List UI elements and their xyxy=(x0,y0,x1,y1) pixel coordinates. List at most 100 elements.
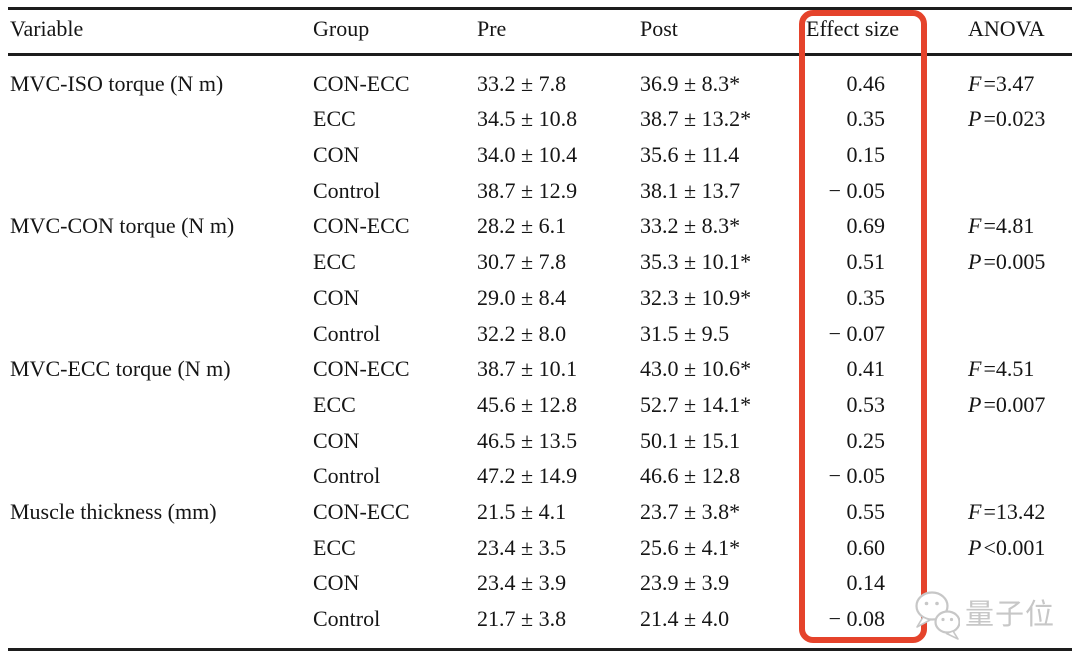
post-cell: 35.3 ± 10.1* xyxy=(640,249,752,275)
effect-size-cell: − 0.05 xyxy=(828,463,885,489)
effect-size-cell: 0.15 xyxy=(846,142,886,168)
anova-cell xyxy=(927,137,1072,173)
table-row: MVC-CON torque (N m) CON-ECC 28.2 ± 6.1 … xyxy=(8,208,1072,244)
pre-cell: 32.2 ± 8.0 xyxy=(477,320,567,346)
group-cell: CON xyxy=(313,142,360,168)
post-cell: 35.6 ± 11.4 xyxy=(640,142,740,168)
post-cell: 43.0 ± 10.6* xyxy=(640,356,752,382)
header-anova: ANOVA xyxy=(968,16,1045,41)
pre-cell: 38.7 ± 12.9 xyxy=(477,177,578,203)
pre-cell: 30.7 ± 7.8 xyxy=(477,249,567,275)
effect-size-cell: 0.55 xyxy=(846,498,886,524)
variable-cell xyxy=(8,565,310,601)
group-cell: CON-ECC xyxy=(313,498,410,524)
anova-f-value: =4.51 xyxy=(983,356,1035,382)
post-cell: 23.9 ± 3.9 xyxy=(640,570,730,596)
variable-cell xyxy=(8,244,310,280)
table-row: CON 29.0 ± 8.4 32.3 ± 10.9* 0.35 xyxy=(8,280,1072,316)
table-row: CON 23.4 ± 3.9 23.9 ± 3.9 0.14 xyxy=(8,565,1072,601)
pre-cell: 45.6 ± 12.8 xyxy=(477,391,578,417)
anova-cell: F=4.51 xyxy=(927,351,1072,387)
post-cell: 31.5 ± 9.5 xyxy=(640,320,730,346)
anova-f-label: F xyxy=(968,213,982,239)
group-cell: CON xyxy=(313,570,360,596)
variable-cell xyxy=(8,316,310,352)
anova-p-label: P xyxy=(968,106,982,132)
anova-cell: P<0.001 xyxy=(927,530,1072,566)
anova-cell: F=13.42 xyxy=(927,494,1072,530)
variable-cell xyxy=(8,101,310,137)
group-cell: Control xyxy=(313,177,381,203)
variable-cell xyxy=(8,423,310,459)
header-variable: Variable xyxy=(10,16,84,41)
header-pre: Pre xyxy=(477,16,507,41)
effect-size-cell: 0.35 xyxy=(846,284,886,310)
post-cell: 46.6 ± 12.8 xyxy=(640,463,741,489)
effect-size-cell: 0.35 xyxy=(846,106,886,132)
anova-cell: F=4.81 xyxy=(927,208,1072,244)
effect-size-cell: − 0.07 xyxy=(828,320,885,346)
anova-p-value: <0.001 xyxy=(983,534,1046,560)
anova-p-value: =0.005 xyxy=(983,249,1046,275)
post-cell: 32.3 ± 10.9* xyxy=(640,284,752,310)
variable-cell: MVC-CON torque (N m) xyxy=(10,213,235,239)
effect-size-cell: − 0.08 xyxy=(828,606,885,631)
effect-size-cell: 0.53 xyxy=(846,391,886,417)
pre-cell: 33.2 ± 7.8 xyxy=(477,70,567,96)
group-cell: CON-ECC xyxy=(313,356,410,382)
pre-cell: 47.2 ± 14.9 xyxy=(477,463,578,489)
pre-cell: 28.2 ± 6.1 xyxy=(477,213,567,239)
anova-p-value: =0.007 xyxy=(983,391,1046,417)
effect-size-cell: 0.46 xyxy=(846,70,886,96)
table-row: CON 34.0 ± 10.4 35.6 ± 11.4 0.15 xyxy=(8,137,1072,173)
table-bottom-rule xyxy=(8,648,1072,651)
group-cell: CON xyxy=(313,427,360,453)
effect-size-cell: 0.60 xyxy=(846,534,886,560)
group-cell: Control xyxy=(313,320,381,346)
pre-cell: 34.0 ± 10.4 xyxy=(477,142,578,168)
anova-f-label: F xyxy=(968,70,982,96)
variable-cell xyxy=(8,280,310,316)
group-cell: CON-ECC xyxy=(313,213,410,239)
table-row: Muscle thickness (mm) CON-ECC 21.5 ± 4.1… xyxy=(8,494,1072,530)
anova-cell xyxy=(927,423,1072,459)
group-cell: ECC xyxy=(313,391,356,417)
post-cell: 38.1 ± 13.7 xyxy=(640,177,741,203)
effect-size-cell: 0.51 xyxy=(846,249,886,275)
variable-cell xyxy=(8,601,310,637)
anova-p-label: P xyxy=(968,534,982,560)
post-cell: 23.7 ± 3.8* xyxy=(640,498,741,524)
anova-cell xyxy=(927,458,1072,494)
table-body: MVC-ISO torque (N m) CON-ECC 33.2 ± 7.8 … xyxy=(8,66,1072,637)
pre-cell: 38.7 ± 10.1 xyxy=(477,356,578,382)
anova-cell xyxy=(927,173,1072,209)
table-row: Control 21.7 ± 3.8 21.4 ± 4.0 − 0.08 xyxy=(8,601,1072,637)
header-effect-size: Effect size xyxy=(806,16,900,41)
group-cell: CON xyxy=(313,284,360,310)
variable-cell: MVC-ISO torque (N m) xyxy=(10,70,224,96)
pre-cell: 21.5 ± 4.1 xyxy=(477,498,567,524)
pre-cell: 34.5 ± 10.8 xyxy=(477,106,578,132)
anova-f-label: F xyxy=(968,498,982,524)
post-cell: 25.6 ± 4.1* xyxy=(640,534,741,560)
group-cell: ECC xyxy=(313,534,356,560)
table-row: Control 32.2 ± 8.0 31.5 ± 9.5 − 0.07 xyxy=(8,316,1072,352)
anova-cell xyxy=(927,316,1072,352)
post-cell: 36.9 ± 8.3* xyxy=(640,70,741,96)
variable-cell xyxy=(8,137,310,173)
group-cell: ECC xyxy=(313,249,356,275)
variable-cell xyxy=(8,173,310,209)
effect-size-cell: 0.25 xyxy=(846,427,886,453)
pre-cell: 23.4 ± 3.9 xyxy=(477,570,567,596)
watermark-text: 量子位 xyxy=(965,599,1056,631)
pre-cell: 29.0 ± 8.4 xyxy=(477,284,567,310)
group-cell: CON-ECC xyxy=(313,70,410,96)
anova-cell: P=0.023 xyxy=(927,101,1072,137)
anova-p-label: P xyxy=(968,391,982,417)
group-cell: ECC xyxy=(313,106,356,132)
table-header-row: Variable Group Pre Post Effect size ANOV… xyxy=(8,14,1072,43)
table-row: ECC 45.6 ± 12.8 52.7 ± 14.1* 0.53 P=0.00… xyxy=(8,387,1072,423)
variable-cell xyxy=(8,458,310,494)
table-row: ECC 23.4 ± 3.5 25.6 ± 4.1* 0.60 P<0.001 xyxy=(8,530,1072,566)
